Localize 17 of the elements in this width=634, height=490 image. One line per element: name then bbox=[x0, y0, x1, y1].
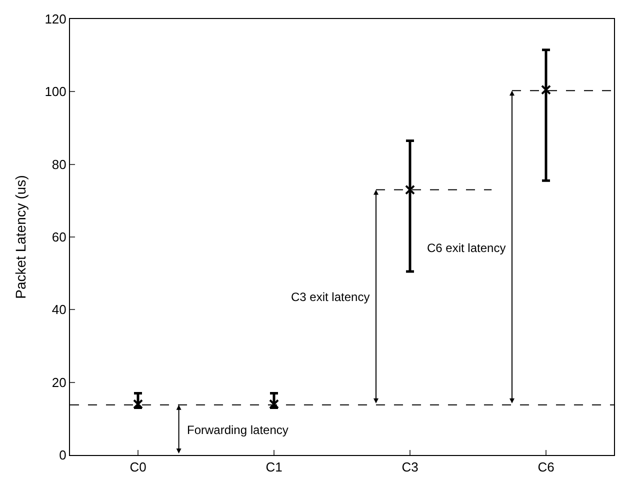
y-tick-label: 20 bbox=[52, 374, 66, 390]
point bbox=[541, 84, 551, 95]
y-tick-label: 40 bbox=[52, 302, 66, 318]
annotation: C6 exit latency bbox=[427, 241, 506, 255]
annotation: Forwarding latency bbox=[187, 423, 288, 437]
y-tick-label: 0 bbox=[59, 448, 66, 463]
annotation: C3 exit latency bbox=[291, 290, 370, 304]
y-tick-label: 80 bbox=[52, 156, 66, 172]
y-axis-title: Packet Latency (us) bbox=[12, 175, 28, 299]
point bbox=[405, 184, 415, 195]
y-tick-label: 120 bbox=[44, 12, 66, 27]
x-tick-label: C6 bbox=[538, 460, 554, 475]
x-tick-label: C1 bbox=[266, 460, 282, 475]
x-tick-label: C0 bbox=[130, 460, 146, 475]
x-tick-label: C3 bbox=[402, 460, 418, 475]
y-tick-label: 60 bbox=[52, 230, 66, 245]
y-tick-label: 100 bbox=[44, 84, 66, 100]
